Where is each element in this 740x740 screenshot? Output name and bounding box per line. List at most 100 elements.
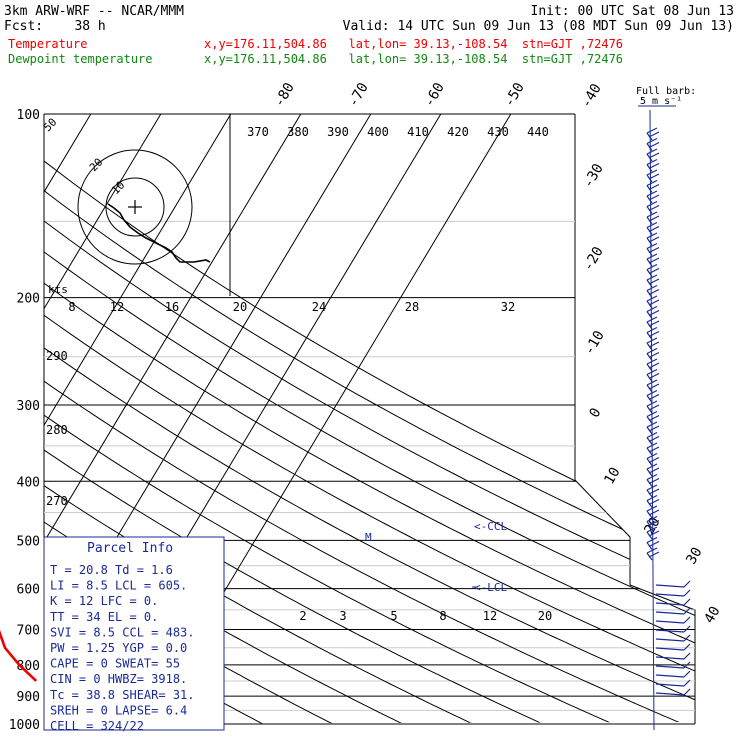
- model-title: 3km ARW-WRF -- NCAR/MMM: [4, 4, 184, 19]
- wind-barb: [655, 638, 685, 642]
- wind-barb-flag: [648, 225, 660, 233]
- wind-barb-flag: [683, 661, 691, 669]
- parcel-info-title: Parcel Info: [87, 541, 173, 556]
- wind-barb-flag: [646, 358, 658, 365]
- wind-barb-flag: [646, 494, 658, 502]
- isotherm-tick-label: 0: [586, 405, 604, 420]
- wind-barb-flag: [648, 530, 660, 537]
- wind-barb-flag: [648, 467, 660, 474]
- mixing-ratio-line: [0, 589, 8, 724]
- wind-barb-flag: [646, 379, 658, 386]
- theta-label: 400: [367, 125, 389, 139]
- wind-barb-flag: [648, 278, 660, 285]
- wind-barb-flag: [646, 316, 658, 323]
- wind-barb-flag: [683, 652, 691, 660]
- hodograph-trace: [107, 203, 211, 263]
- valid-time: Valid: 14 UTC Sun 09 Jun 13 (08 MDT Sun …: [343, 19, 734, 34]
- wind-barb-flag: [646, 232, 658, 239]
- isotherm-line: [44, 114, 302, 724]
- top-isotherm-label: -70: [345, 80, 372, 110]
- wind-barb-flag: [648, 414, 660, 422]
- wind-barb-flag: [646, 536, 658, 544]
- pressure-tick-label: 400: [17, 475, 40, 490]
- pressure-tick-label: 500: [17, 534, 40, 549]
- wind-barb: [655, 620, 685, 624]
- lcl-marker: <-LCL: [474, 581, 507, 594]
- wind-barb-flag: [646, 305, 658, 313]
- dry-adiabat-line: [44, 114, 544, 724]
- wind-barb-flag: [683, 598, 691, 606]
- wind-barb-flag: [646, 295, 658, 302]
- wind-barb: [655, 593, 685, 597]
- isotherm-tick-label: 10: [601, 465, 623, 488]
- wind-barb-flag: [648, 267, 660, 275]
- wind-barb-flag: [646, 211, 658, 218]
- parcel-info-row: T = 20.8 Td = 1.6: [50, 563, 173, 577]
- isotherm-tick-label: 30: [683, 545, 705, 568]
- wind-barb-flag: [646, 505, 658, 512]
- forecast-hour: Fcst: 38 h: [4, 19, 106, 34]
- dewpoint-legend-label: Dewpoint temperature: [8, 52, 153, 66]
- wind-barb-flag: [683, 589, 691, 597]
- temperature-legend-meta: x,y=176.11,504.86 lat,lon= 39.13,-108.54…: [204, 37, 623, 51]
- wind-barb-flag: [648, 152, 660, 159]
- wind-barb: [655, 683, 685, 687]
- wind-barb-flag: [646, 442, 658, 449]
- wind-barb-flag: [648, 477, 660, 485]
- wind-barb-flag: [646, 242, 658, 250]
- ccl-marker: <-CCL: [474, 520, 507, 533]
- wind-barb-flag: [646, 137, 658, 145]
- wind-barb-flag: [648, 351, 660, 359]
- wind-barb-flag: [646, 158, 658, 166]
- wind-barb-flag: [646, 515, 658, 523]
- wind-barb-flag: [646, 253, 658, 260]
- barb-legend-title: Full barb:: [636, 86, 696, 97]
- dewpoint-legend-meta: x,y=176.11,504.86 lat,lon= 39.13,-108.54…: [204, 52, 623, 66]
- wind-barb-flag: [646, 368, 658, 376]
- parcel-info-row: TT = 34 EL = 0.: [50, 610, 158, 624]
- hodograph-speed-label: 28: [405, 300, 419, 314]
- parcel-info-row: PW = 1.25 YGP = 0.0: [50, 641, 187, 655]
- theta-label: 370: [247, 125, 269, 139]
- barb-staff-axis: [649, 109, 655, 731]
- parcel-info-row: SVI = 8.5 CCL = 483.: [50, 625, 195, 639]
- wind-barb: [655, 611, 685, 615]
- dry-adiabat-line: [44, 114, 695, 724]
- barb-legend-units: 5 m s⁻¹: [640, 96, 682, 107]
- isotherm-tick-label: -10: [581, 328, 608, 358]
- pressure-tick-label: 1000: [9, 718, 40, 733]
- dry-adiabat-line: [44, 114, 695, 724]
- dry-adiabat-line: [44, 114, 695, 724]
- plot-right-boundary: [574, 114, 696, 724]
- wind-barb-flag: [648, 509, 660, 516]
- theta-left-label: 270: [46, 494, 68, 508]
- hodograph-ring-inner: [105, 177, 165, 237]
- wind-barb-flag: [683, 643, 691, 651]
- wind-barb-flag: [648, 435, 660, 443]
- wind-barb-flag: [648, 456, 660, 464]
- wind-barb-flag: [646, 389, 658, 397]
- dry-adiabat-line: [44, 114, 695, 724]
- isotherm-tick-label: -20: [580, 244, 607, 274]
- wind-barbs: Full barb:5 m s⁻¹: [636, 86, 696, 731]
- wind-barb-flag: [648, 372, 660, 380]
- wind-barb-flag: [648, 257, 660, 264]
- mixing-ratio-label: 2: [299, 609, 306, 623]
- wind-barb-flag: [683, 679, 691, 687]
- wind-barb: [655, 647, 685, 651]
- wind-barb-flag: [648, 362, 660, 369]
- sounding-series: <-CCL <-LCL M: [0, 520, 507, 682]
- init-time: Init: 00 UTC Sat 08 Jun 13: [531, 4, 735, 19]
- wind-barb-flag: [646, 200, 658, 208]
- wind-barb-flag: [648, 446, 660, 453]
- wind-barb-flag: [648, 141, 660, 149]
- wind-barb-flag: [646, 547, 658, 554]
- wind-barb-flag: [646, 337, 658, 344]
- wind-barb-flag: [646, 421, 658, 428]
- wind-barb-flag: [683, 607, 691, 615]
- top-isotherm-label: -80: [271, 80, 298, 110]
- parcel-box-frame: [43, 536, 225, 731]
- pressure-tick-label: 200: [17, 292, 40, 307]
- wind-barb-flag: [648, 383, 660, 390]
- wind-barb-flag: [648, 288, 660, 296]
